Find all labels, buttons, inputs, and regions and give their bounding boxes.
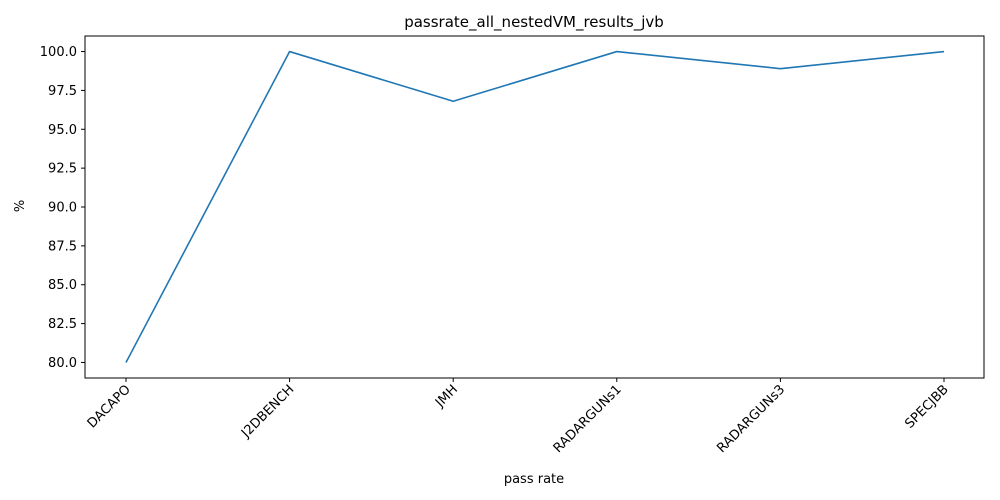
series-layer xyxy=(125,50,945,363)
y-axis-label: % xyxy=(13,200,28,212)
y-tick-label: 92.5 xyxy=(48,162,77,177)
x-tick-label: J2DBENCH xyxy=(238,382,297,441)
x-axis-ticks: DACAPO J2DBENCH JMH RADARGUNs1 RADARGUNs3 SPE… xyxy=(85,378,952,456)
y-tick-label: 97.5 xyxy=(48,84,77,99)
x-axis-label: pass rate xyxy=(504,472,564,487)
y-tick-label: 80.0 xyxy=(48,356,77,371)
plot-frame xyxy=(84,35,985,379)
y-tick-label: 100.0 xyxy=(40,45,77,60)
y-tick-label: 82.5 xyxy=(48,317,77,332)
x-tick-label: RADARGUNs3 xyxy=(714,382,788,456)
x-tick-label: RADARGUNs1 xyxy=(551,382,625,456)
chart-title: passrate_all_nestedVM_results_jvb xyxy=(404,13,664,32)
x-tick-label: DACAPO xyxy=(85,382,134,431)
y-tick-label: 85.0 xyxy=(48,278,77,293)
y-tick-label: 87.5 xyxy=(48,239,77,254)
y-tick-label: 90.0 xyxy=(48,201,77,216)
y-axis-ticks: 80.0 82.5 85.0 87.5 90.0 92.5 95.0 97.5 100.0 xyxy=(40,45,85,371)
x-tick-label: JMH xyxy=(432,382,461,411)
x-tick-label: SPECJBB xyxy=(902,382,952,432)
series-line xyxy=(125,50,945,363)
y-tick-label: 95.0 xyxy=(48,123,77,138)
